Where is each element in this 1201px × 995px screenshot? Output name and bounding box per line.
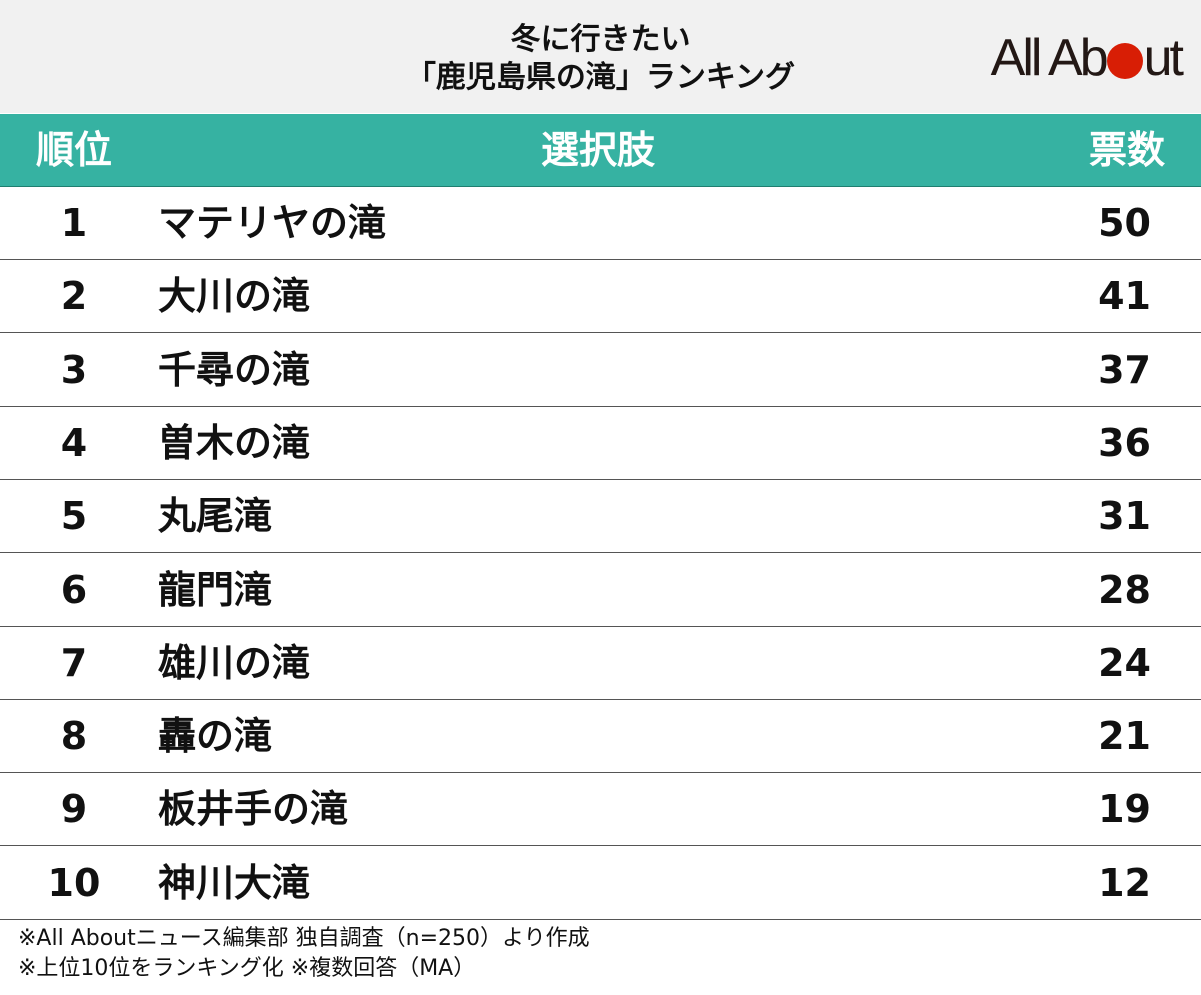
- choice-cell: 丸尾滝: [158, 494, 273, 539]
- source-note: ※All Aboutニュース編集部 独自調査（n=250）より作成: [18, 926, 590, 951]
- table-row: 6 龍門滝 28: [0, 554, 1201, 627]
- table-row: 7 雄川の滝 24: [0, 627, 1201, 700]
- title-header: 冬に行きたい 「鹿児島県の滝」ランキング All Ab ut: [0, 0, 1201, 113]
- logo-text-part2: ut: [1143, 29, 1184, 87]
- votes-cell: 31: [1098, 494, 1151, 539]
- votes-cell: 12: [1098, 860, 1151, 905]
- votes-cell: 21: [1098, 714, 1151, 759]
- logo-text-part1: All Ab: [990, 29, 1109, 87]
- rank-cell: 1: [60, 201, 88, 245]
- rank-cell: 10: [47, 860, 101, 905]
- choice-cell: 大川の滝: [158, 274, 311, 319]
- table-header: 順位 選択肢 票数: [0, 114, 1201, 187]
- votes-cell: 36: [1098, 420, 1151, 465]
- choice-cell: 龍門滝: [158, 567, 273, 612]
- rank-cell: 6: [60, 567, 88, 612]
- table-row: 9 板井手の滝 19: [0, 773, 1201, 847]
- all-about-logo: All Ab ut: [990, 28, 1184, 88]
- rank-cell: 4: [60, 420, 88, 465]
- votes-cell: 28: [1098, 567, 1151, 612]
- rank-cell: 9: [60, 787, 88, 832]
- rank-cell: 2: [60, 274, 88, 319]
- choice-cell: 板井手の滝: [158, 787, 349, 832]
- choice-cell: マテリヤの滝: [158, 201, 387, 245]
- table-row: 1 マテリヤの滝 50: [0, 187, 1201, 260]
- table-row: 5 丸尾滝 31: [0, 480, 1201, 554]
- column-header-votes: 票数: [1088, 128, 1165, 172]
- method-note: ※上位10位をランキング化 ※複数回答（MA）: [18, 956, 476, 981]
- column-header-choice: 選択肢: [540, 128, 655, 172]
- votes-cell: 37: [1098, 347, 1151, 392]
- column-header-rank: 順位: [35, 128, 112, 172]
- choice-cell: 轟の滝: [158, 714, 273, 759]
- footer-notes: ※All Aboutニュース編集部 独自調査（n=250）より作成 ※上位10位…: [18, 924, 1188, 984]
- chart-title-line-2: 「鹿児島県の滝」ランキング: [405, 60, 796, 95]
- rank-cell: 7: [60, 640, 88, 685]
- logo-red-dot-icon: [1106, 43, 1143, 79]
- choice-cell: 曽木の滝: [158, 420, 311, 465]
- rank-cell: 5: [60, 494, 88, 539]
- votes-cell: 19: [1098, 787, 1151, 832]
- table-row: 3 千尋の滝 37: [0, 334, 1201, 407]
- votes-cell: 50: [1098, 201, 1151, 245]
- table-row: 4 曽木の滝 36: [0, 407, 1201, 480]
- chart-title-line-1: 冬に行きたい: [510, 22, 691, 57]
- choice-cell: 千尋の滝: [158, 347, 311, 392]
- table-row: 2 大川の滝 41: [0, 260, 1201, 334]
- rank-cell: 3: [60, 347, 88, 392]
- table-row: 10 神川大滝 12: [0, 847, 1201, 920]
- rank-cell: 8: [60, 714, 88, 759]
- choice-cell: 神川大滝: [158, 860, 311, 905]
- votes-cell: 41: [1098, 274, 1151, 319]
- votes-cell: 24: [1098, 640, 1151, 685]
- choice-cell: 雄川の滝: [158, 640, 311, 685]
- table-row: 8 轟の滝 21: [0, 700, 1201, 774]
